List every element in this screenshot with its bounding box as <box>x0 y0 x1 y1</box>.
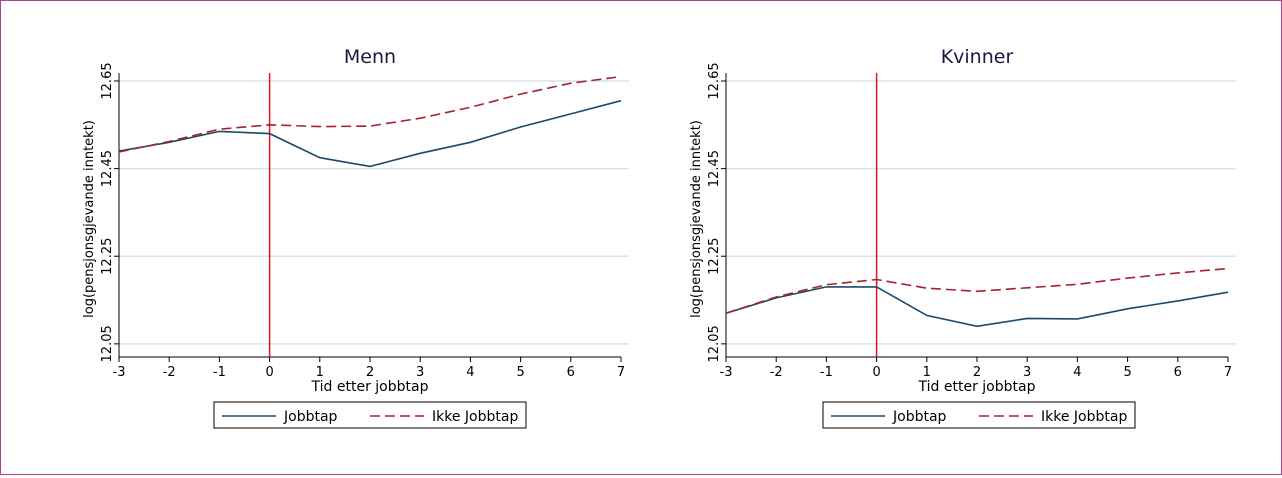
legend-label-ikke-jobbtap: Ikke Jobbtap <box>1041 409 1127 425</box>
chart-title: Kvinner <box>941 46 1014 68</box>
x-tick-label: -2 <box>770 365 783 380</box>
x-tick-label: -1 <box>820 365 833 380</box>
x-tick-label: 2 <box>973 365 981 380</box>
x-axis-label: Tid etter jobbtap <box>918 379 1036 395</box>
series-line-jobbtap <box>725 286 1229 328</box>
x-tick-label: 6 <box>567 365 575 380</box>
series-line-ikke-jobbtap <box>725 267 1229 314</box>
x-tick-label: -2 <box>163 365 176 380</box>
legend-label-ikke-jobbtap: Ikke Jobbtap <box>432 409 518 425</box>
x-tick-label: 5 <box>1123 365 1131 380</box>
y-tick-label: 12.45 <box>707 150 722 187</box>
x-tick-label: 0 <box>872 365 880 380</box>
legend: Jobbtap Ikke Jobbtap <box>213 401 527 429</box>
x-tick-label: 1 <box>923 365 931 380</box>
y-tick-label: 12.05 <box>100 325 115 362</box>
y-tick-label: 12.25 <box>707 238 722 275</box>
legend-box <box>822 401 1136 429</box>
x-axis-label: Tid etter jobbtap <box>311 379 429 395</box>
x-tick-label: 6 <box>1174 365 1182 380</box>
x-tick-label: 3 <box>416 365 424 380</box>
x-tick-label: -1 <box>213 365 226 380</box>
y-axis-label: log(pensjonsgjevande inntekt) <box>82 120 97 318</box>
x-tick-label: 4 <box>1073 365 1081 380</box>
y-tick-label: 12.45 <box>100 150 115 187</box>
legend-label-jobbtap: Jobbtap <box>892 409 947 425</box>
x-tick-label: 5 <box>516 365 524 380</box>
x-tick-label: 1 <box>316 365 324 380</box>
chart-title: Menn <box>344 46 396 68</box>
legend-label-jobbtap: Jobbtap <box>283 409 338 425</box>
x-tick-label: 7 <box>617 365 625 380</box>
series-line-ikke-jobbtap <box>118 75 622 153</box>
y-tick-label: 12.65 <box>707 62 722 99</box>
series-line-jobbtap <box>118 99 622 168</box>
legend: Jobbtap Ikke Jobbtap <box>822 401 1136 429</box>
x-tick-label: -3 <box>113 365 126 380</box>
y-tick-label: 12.65 <box>100 62 115 99</box>
chart-panel-2: Kvinner 12.05 12.25 12.45 12.65 -3 -2 -1 0 1 2 3 4 5 6… <box>689 46 1236 429</box>
x-tick-label: 7 <box>1224 365 1232 380</box>
x-tick-label: 2 <box>366 365 374 380</box>
legend-box <box>213 401 527 429</box>
x-tick-label: 0 <box>265 365 273 380</box>
x-tick-label: -3 <box>720 365 733 380</box>
x-tick-label: 4 <box>466 365 474 380</box>
chart-panel-1: Menn 12.05 12.25 12.45 12.65 -3 -2 -1 0 1 2 3 4 5 6 7 Ti… <box>82 46 629 429</box>
y-tick-label: 12.25 <box>100 238 115 275</box>
y-axis-label: log(pensjonsgjevande inntekt) <box>689 120 704 318</box>
y-tick-label: 12.05 <box>707 325 722 362</box>
x-tick-label: 3 <box>1023 365 1031 380</box>
